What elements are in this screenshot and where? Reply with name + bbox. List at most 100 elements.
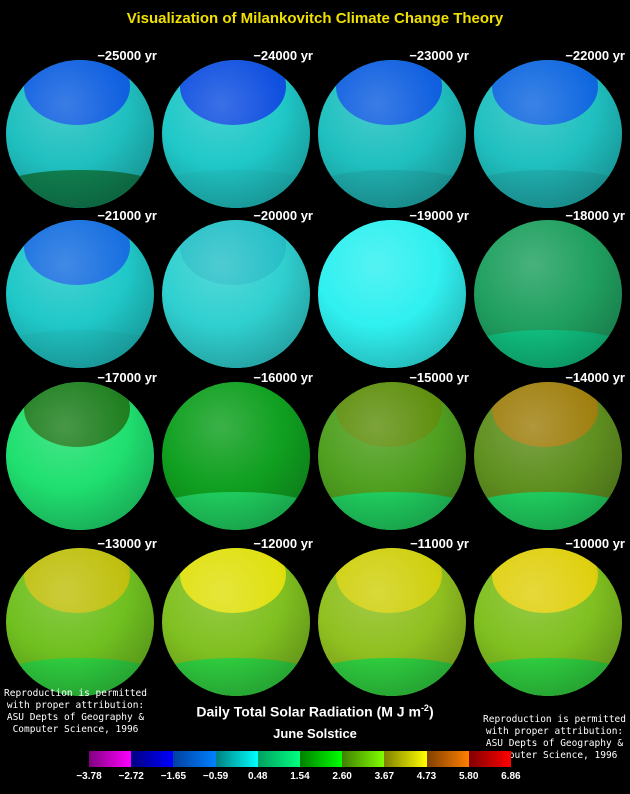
globe-polar-cap: [335, 220, 443, 286]
globe-polar-cap: [179, 60, 287, 126]
colorbar-segment: [257, 751, 301, 767]
globe-polar-cap: [179, 382, 287, 448]
globe-southern-band: [6, 657, 154, 696]
globe-year-label: −18000 yr: [565, 208, 625, 223]
globe-panel: −15000 yr: [316, 370, 471, 535]
globe-southern-band: [6, 491, 154, 530]
globe-polar-cap: [335, 382, 443, 448]
globe-southern-band: [474, 657, 622, 696]
attribution-line: with proper attribution:: [6, 700, 145, 711]
globe-year-label: −15000 yr: [409, 370, 469, 385]
globe-southern-band: [318, 169, 466, 208]
globe-shading: [318, 382, 466, 530]
attribution-line: ASU Depts of Geography &: [485, 738, 624, 749]
attribution-line: Computer Science, 1996: [12, 724, 139, 735]
globe: [162, 548, 310, 696]
colorbar-tick-label: 2.60: [332, 771, 352, 782]
colorbar-segment: [384, 751, 427, 767]
globe: [162, 220, 310, 368]
globe-year-label: −13000 yr: [97, 536, 157, 551]
globe-shading: [162, 220, 310, 368]
globe-shading: [162, 60, 310, 208]
globe-panel: −16000 yr: [160, 370, 315, 535]
colorbar-tick-label: 5.80: [458, 771, 479, 782]
globe-southern-band: [162, 329, 310, 368]
globe-shading: [474, 382, 622, 530]
globe-panel: −10000 yr: [472, 536, 627, 701]
globe-panel: −17000 yr: [4, 370, 159, 535]
globe-southern-band: [162, 491, 310, 530]
colorbar-segment: [215, 751, 258, 767]
globe-year-label: −25000 yr: [97, 48, 157, 63]
globe-shading: [318, 220, 466, 368]
globe-shading: [318, 60, 466, 208]
globe-polar-cap: [23, 60, 131, 126]
colorbar-segment: [468, 751, 512, 767]
globe: [474, 548, 622, 696]
globe-southern-band: [474, 169, 622, 208]
globe-southern-band: [474, 491, 622, 530]
globe-shading: [162, 548, 310, 696]
attribution-line: Reproduction is permitted: [483, 714, 626, 725]
globe-year-label: −20000 yr: [253, 208, 313, 223]
colorbar-tick-label: 0.48: [248, 771, 268, 782]
globe: [6, 60, 154, 208]
globe: [318, 548, 466, 696]
globe-year-label: −24000 yr: [253, 48, 313, 63]
colorbar-title-exponent: -2: [420, 703, 429, 713]
colorbar-tick-label: 4.73: [416, 771, 437, 782]
globe: [474, 60, 622, 208]
globe-polar-cap: [335, 548, 443, 614]
colorbar-segment: [131, 751, 174, 767]
globe-panel: −19000 yr: [316, 208, 471, 373]
globe-year-label: −14000 yr: [565, 370, 625, 385]
colorbar-tick-label: −1.65: [160, 771, 187, 782]
globe-southern-band: [6, 329, 154, 368]
globe: [6, 548, 154, 696]
globe: [318, 220, 466, 368]
globe-polar-cap: [179, 220, 287, 286]
globe-panel: −12000 yr: [160, 536, 315, 701]
globe: [6, 220, 154, 368]
globe-polar-cap: [491, 548, 599, 614]
globe-polar-cap: [491, 382, 599, 448]
colorbar-tick-label: 6.86: [501, 771, 521, 782]
globe-shading: [6, 548, 154, 696]
globe-shading: [474, 60, 622, 208]
globe-year-label: −21000 yr: [97, 208, 157, 223]
attribution-right: Reproduction is permitted with proper at…: [483, 714, 626, 762]
globe-polar-cap: [491, 220, 599, 286]
globe-southern-band: [318, 657, 466, 696]
globe-year-label: −22000 yr: [565, 48, 625, 63]
globe-year-label: −23000 yr: [409, 48, 469, 63]
colorbar-segment: [300, 751, 343, 767]
globe-southern-band: [318, 491, 466, 530]
attribution-left: Reproduction is permitted with proper at…: [4, 688, 147, 736]
globe-panel: −24000 yr: [160, 48, 315, 213]
colorbar-segment: [426, 751, 469, 767]
globe-shading: [162, 382, 310, 530]
globe-panel: −23000 yr: [316, 48, 471, 213]
globe-shading: [6, 382, 154, 530]
colorbar-tick-label: −2.72: [118, 771, 144, 782]
globe: [474, 382, 622, 530]
globe-shading: [474, 548, 622, 696]
globe-polar-cap: [179, 548, 287, 614]
globe-shading: [6, 220, 154, 368]
globe: [318, 60, 466, 208]
colorbar-tick-label: 3.67: [374, 771, 395, 782]
globe-year-label: −10000 yr: [565, 536, 625, 551]
globe-panel: −22000 yr: [472, 48, 627, 213]
globe-year-label: −19000 yr: [409, 208, 469, 223]
globe-year-label: −11000 yr: [410, 536, 469, 551]
page-title: Visualization of Milankovitch Climate Ch…: [126, 10, 504, 27]
globe-southern-band: [318, 329, 466, 368]
globe-polar-cap: [23, 548, 131, 614]
globe-panel: −20000 yr: [160, 208, 315, 373]
colorbar-segment: [342, 751, 385, 767]
attribution-line: Reproduction is permitted: [4, 688, 147, 699]
globe-year-label: −16000 yr: [253, 370, 313, 385]
attribution-line: Computer Science, 1996: [491, 750, 618, 761]
globe-panel: −14000 yr: [472, 370, 627, 535]
globe-polar-cap: [491, 60, 599, 126]
